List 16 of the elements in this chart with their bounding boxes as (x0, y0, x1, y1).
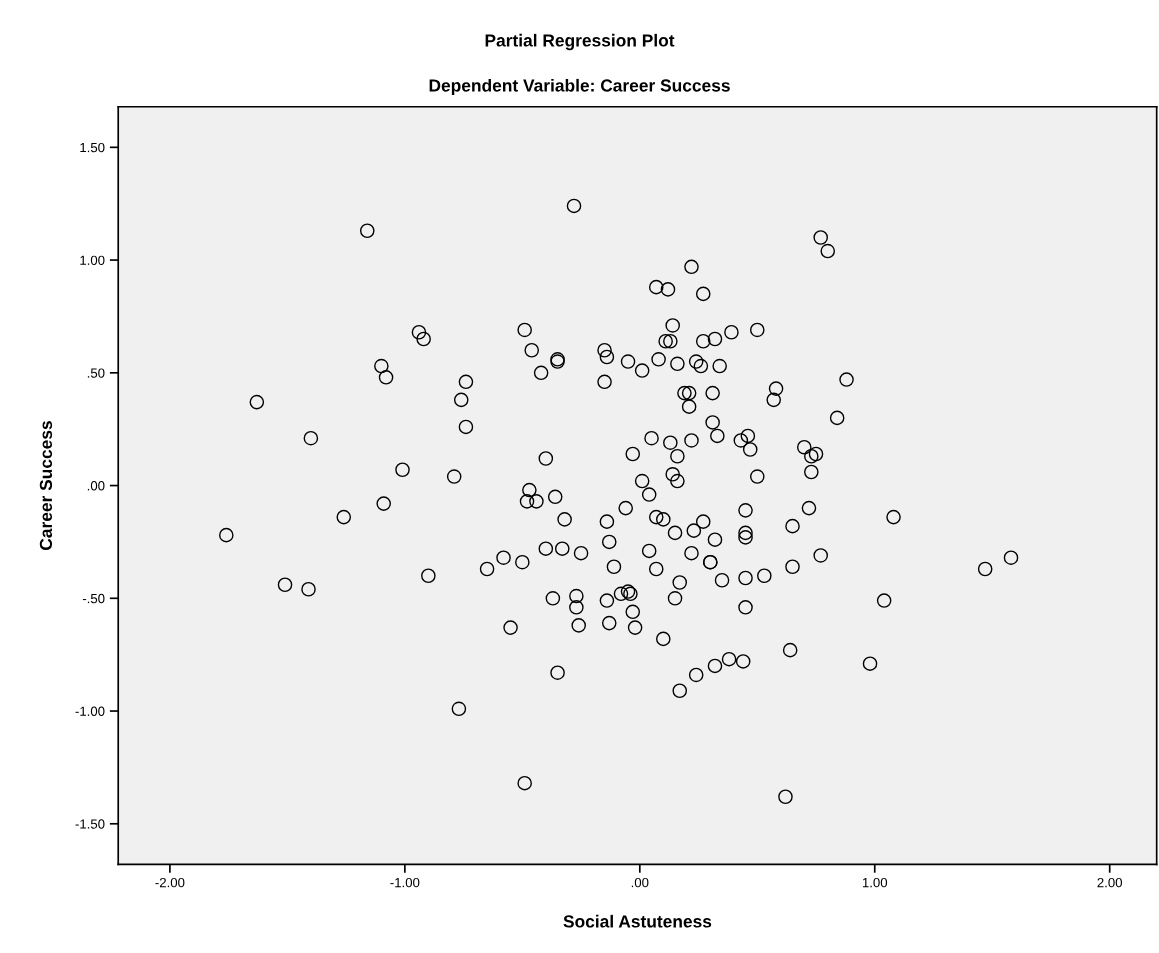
x-tick-label: 1.00 (862, 877, 888, 888)
y-tick-label: .00 (87, 481, 105, 491)
y-tick-label: -1.50 (75, 819, 105, 829)
chart-subtitle: Dependent Variable: Career Success (429, 78, 730, 96)
x-tick-label: -2.00 (155, 877, 185, 888)
x-tick-label: .00 (631, 877, 649, 888)
y-tick-label: .50 (87, 368, 105, 378)
x-tick-label: 2.00 (1097, 877, 1123, 888)
y-tick-label: 1.50 (80, 142, 105, 153)
y-tick-label: -.50 (82, 593, 105, 604)
y-axis-title: Career Success (39, 421, 53, 550)
y-tick-label: -1.00 (75, 706, 105, 716)
x-axis-title: Social Astuteness (563, 914, 712, 928)
chart-title: Partial Regression Plot (485, 33, 675, 51)
x-tick-label: -1.00 (390, 877, 420, 888)
y-tick-label: 1.00 (80, 255, 105, 265)
